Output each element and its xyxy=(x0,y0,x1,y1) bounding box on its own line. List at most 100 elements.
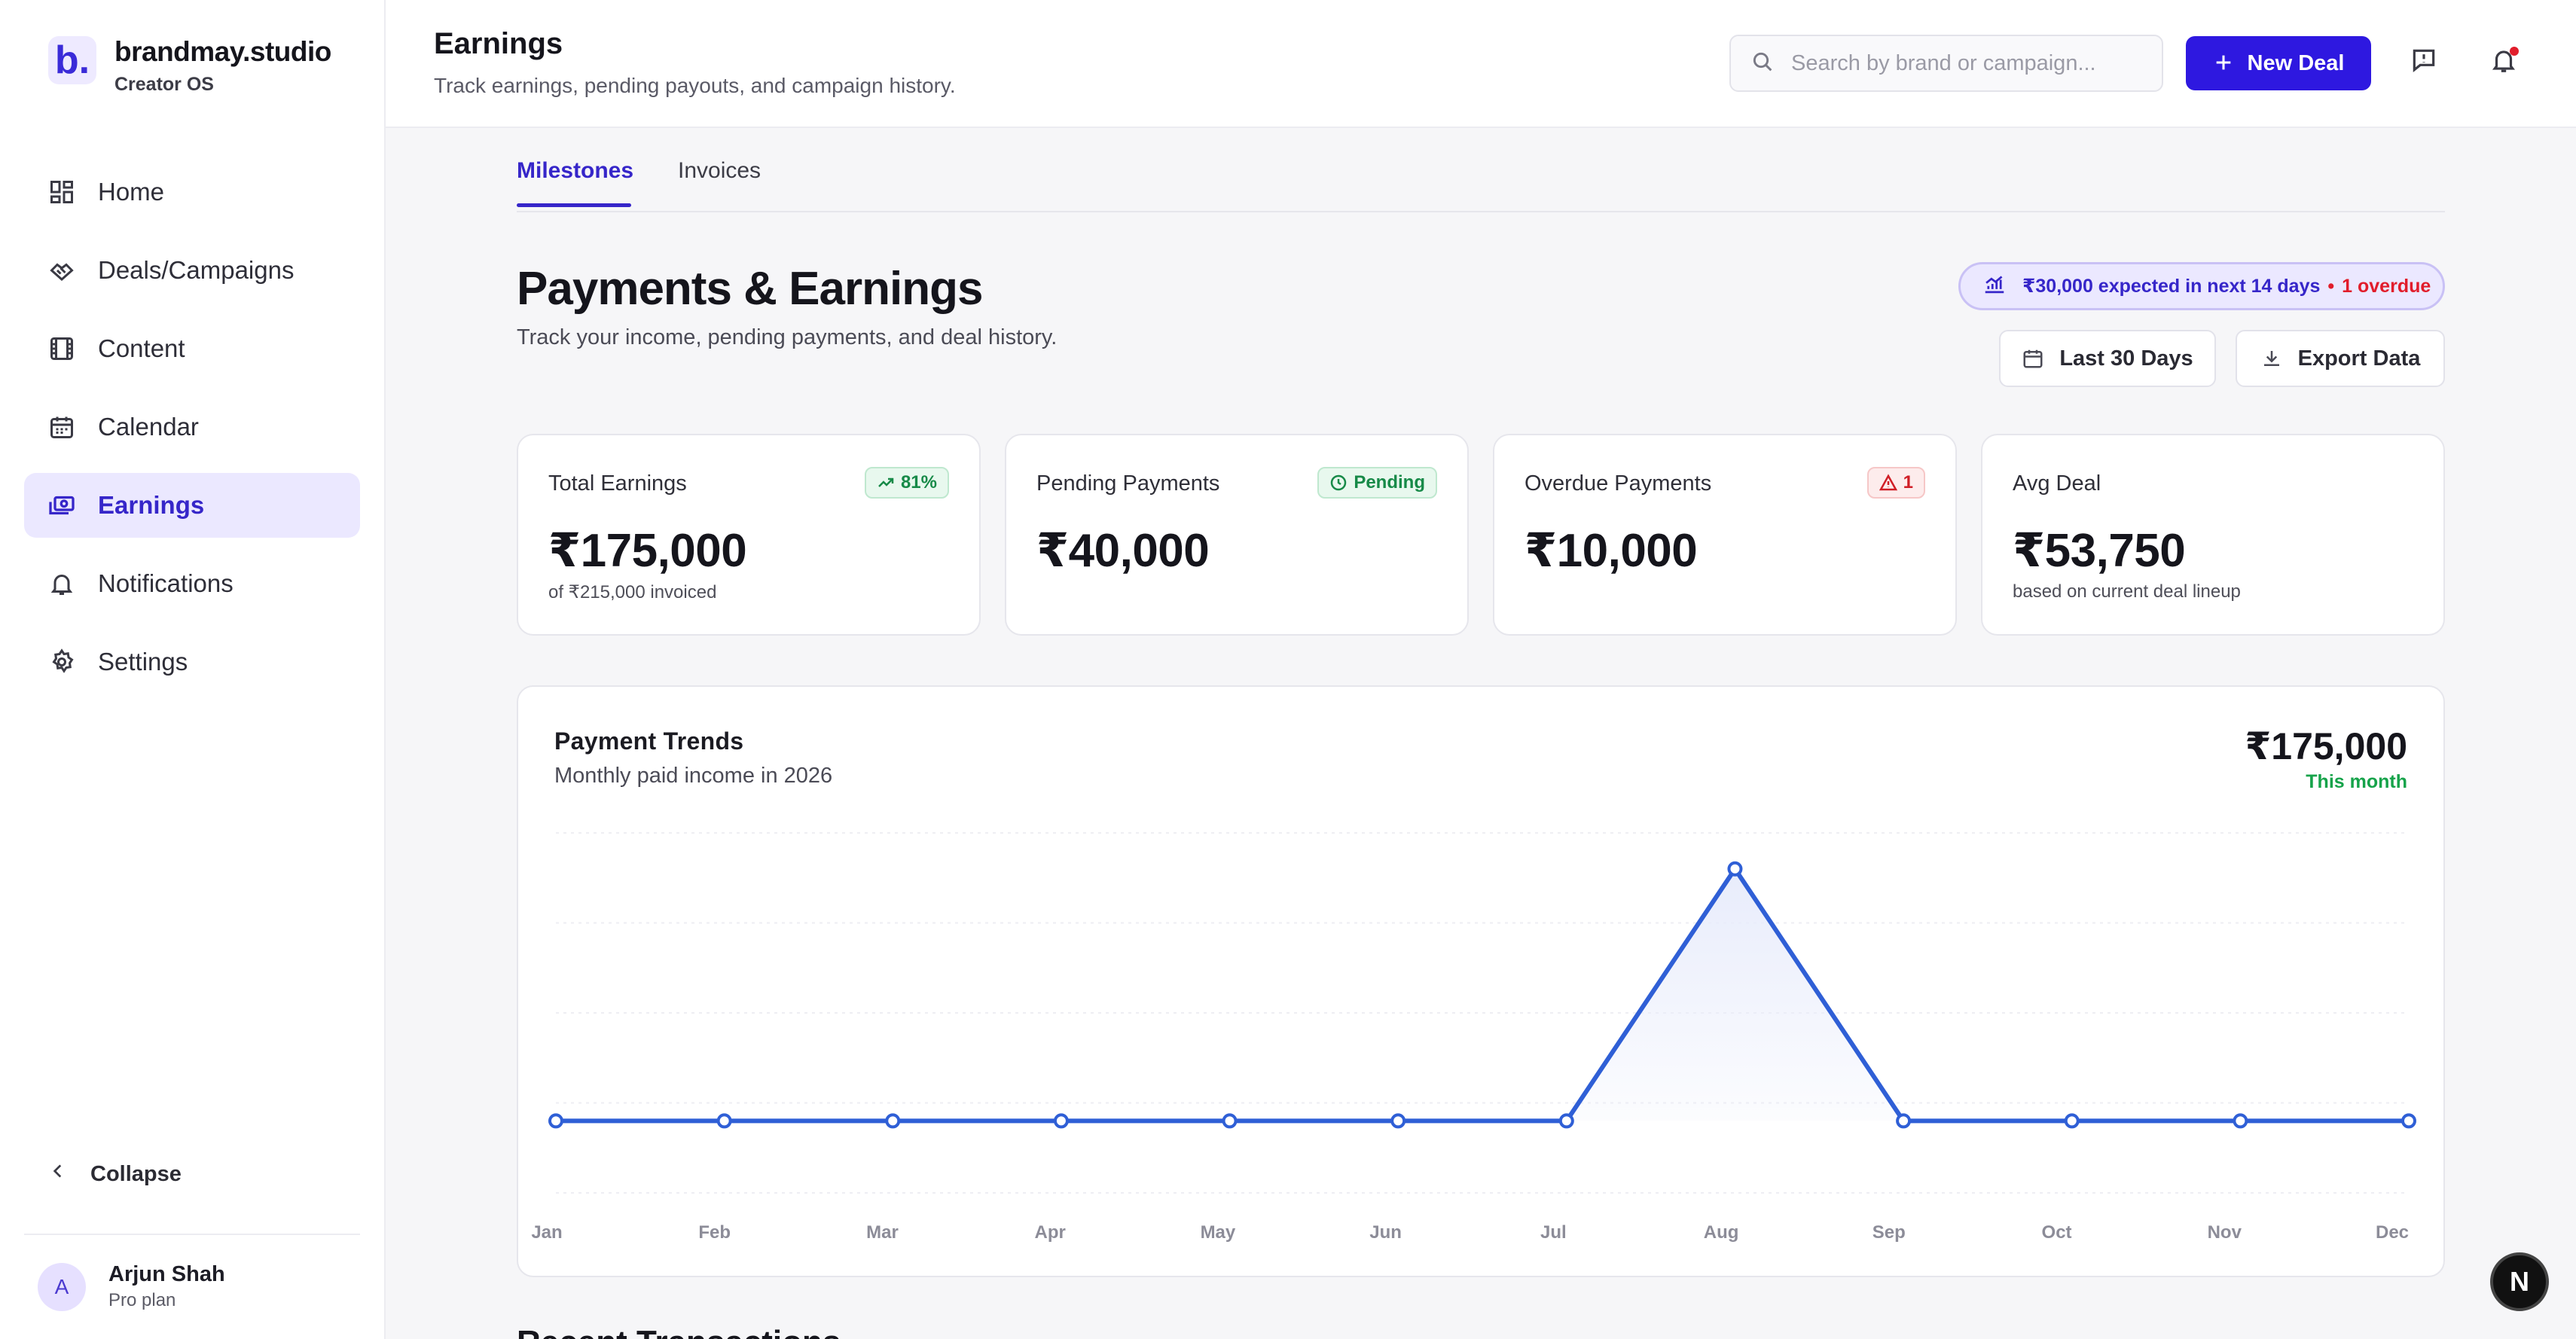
data-point-nov xyxy=(2233,1113,2248,1129)
film-icon xyxy=(48,335,75,362)
bar-chart-icon xyxy=(1982,273,2007,300)
stat-card-pending-payments[interactable]: Pending Payments Pending ₹40,000 xyxy=(1005,434,1469,636)
data-point-jun xyxy=(1390,1113,1406,1129)
data-point-oct xyxy=(2064,1113,2080,1129)
brand[interactable]: b. brandmay.studio Creator OS xyxy=(48,36,331,96)
x-tick-label: Nov xyxy=(2208,1222,2242,1243)
avatar: A xyxy=(38,1262,86,1311)
sidebar: b. brandmay.studio Creator OS Home Deals… xyxy=(0,0,386,1339)
x-tick-label: May xyxy=(1201,1222,1236,1243)
stat-label: Avg Deal xyxy=(2013,471,2101,496)
status-badge: 81% xyxy=(864,467,949,499)
sidebar-item-calendar[interactable]: Calendar xyxy=(24,395,360,459)
dev-tools-badge[interactable]: N xyxy=(2490,1252,2549,1311)
collapse-button[interactable]: Collapse xyxy=(48,1161,182,1187)
x-tick-label: Aug xyxy=(1704,1222,1739,1243)
header-title: Earnings xyxy=(434,27,563,60)
user-name: Arjun Shah xyxy=(108,1262,225,1286)
sidebar-item-home[interactable]: Home xyxy=(24,160,360,224)
sidebar-item-label: Earnings xyxy=(98,491,205,519)
separator-dot: • xyxy=(2327,275,2335,297)
stat-card-overdue-payments[interactable]: Overdue Payments 1 ₹10,000 xyxy=(1493,434,1957,636)
data-point-sep xyxy=(1896,1113,1912,1129)
trend-up-icon xyxy=(878,477,894,487)
chart-title: Payment Trends xyxy=(554,727,744,755)
brand-subtitle: Creator OS xyxy=(114,74,214,95)
brand-name: brandmay.studio xyxy=(114,36,331,67)
data-point-mar xyxy=(885,1113,901,1129)
active-tab-indicator xyxy=(517,203,631,207)
sidebar-item-label: Calendar xyxy=(98,413,199,441)
chevron-left-icon xyxy=(48,1161,68,1187)
sidebar-item-deals[interactable]: Deals/Campaigns xyxy=(24,238,360,303)
stat-note: based on current deal lineup xyxy=(2013,581,2241,602)
collapse-label: Collapse xyxy=(90,1161,182,1186)
download-icon xyxy=(2263,351,2279,366)
sidebar-item-earnings[interactable]: Earnings xyxy=(24,473,360,538)
stat-card-avg-deal[interactable]: Avg Deal ₹53,750 based on current deal l… xyxy=(1981,434,2445,636)
recent-transactions-heading: Recent Transactions xyxy=(517,1324,841,1339)
search-icon xyxy=(1750,50,1775,78)
export-data-button[interactable]: Export Data xyxy=(2236,330,2445,387)
top-header: Earnings Track earnings, pending payouts… xyxy=(386,0,2576,128)
sidebar-item-label: Deals/Campaigns xyxy=(98,256,295,284)
stat-note: of ₹215,000 invoiced xyxy=(548,582,717,602)
tab-milestones[interactable]: Milestones xyxy=(517,158,634,183)
sidebar-item-notifications[interactable]: Notifications xyxy=(24,551,360,616)
search-input[interactable] xyxy=(1791,50,2138,76)
sidebar-item-label: Notifications xyxy=(98,569,233,597)
x-tick-label: Dec xyxy=(2376,1222,2409,1243)
stat-value: ₹53,750 xyxy=(2013,525,2186,577)
stat-card-total-earnings[interactable]: Total Earnings 81% ₹175,000 of ₹215,000 … xyxy=(517,434,981,636)
sidebar-item-settings[interactable]: Settings xyxy=(24,630,360,694)
status-badge: Pending xyxy=(1317,467,1437,499)
x-tick-label: Jun xyxy=(1369,1222,1402,1243)
badge-text: 81% xyxy=(900,472,937,493)
x-tick-label: Mar xyxy=(866,1222,899,1243)
cash-icon xyxy=(48,492,75,519)
payment-trends-chart: Jan Feb Mar Apr May Jun Jul Aug Sep Oct Nov Dec xyxy=(531,832,2416,1243)
search-box[interactable] xyxy=(1729,35,2163,92)
grid-icon xyxy=(48,178,75,206)
calendar-icon xyxy=(2023,349,2043,368)
data-point-aug xyxy=(1727,861,1743,877)
expected-payments-pill[interactable]: ₹30,000 expected in next 14 days • 1 ove… xyxy=(1958,262,2445,310)
data-point-jan xyxy=(548,1113,563,1129)
sidebar-item-label: Home xyxy=(98,178,165,206)
header-subtitle: Track earnings, pending payouts, and cam… xyxy=(434,74,956,97)
notifications-button[interactable] xyxy=(2487,45,2520,78)
stat-value: ₹175,000 xyxy=(548,525,747,577)
x-tick-label: Jul xyxy=(1540,1222,1567,1243)
stat-label: Pending Payments xyxy=(1036,471,1220,496)
tab-invoices[interactable]: Invoices xyxy=(678,158,762,183)
sidebar-item-content[interactable]: Content xyxy=(24,316,360,381)
x-tick-label: Oct xyxy=(2042,1222,2072,1243)
new-deal-button[interactable]: New Deal xyxy=(2186,36,2371,90)
user-profile[interactable]: A Arjun Shah Pro plan xyxy=(38,1262,225,1311)
stat-label: Overdue Payments xyxy=(1525,471,1712,496)
alert-triangle-icon xyxy=(1879,474,1897,491)
x-tick-label: Feb xyxy=(698,1222,731,1243)
data-point-dec xyxy=(2401,1113,2416,1129)
stat-label: Total Earnings xyxy=(548,471,687,496)
bell-icon xyxy=(2489,46,2518,78)
handshake-icon xyxy=(48,257,75,284)
feedback-button[interactable] xyxy=(2407,45,2440,78)
date-range-button[interactable]: Last 30 Days xyxy=(1999,330,2216,387)
chart-total-note: This month xyxy=(2306,771,2407,792)
new-deal-label: New Deal xyxy=(2247,50,2345,75)
series-area xyxy=(556,868,2409,1121)
sidebar-item-label: Content xyxy=(98,334,185,362)
divider xyxy=(24,1234,360,1235)
stat-value: ₹10,000 xyxy=(1525,525,1698,577)
page-subtitle: Track your income, pending payments, and… xyxy=(517,325,1058,349)
tabs: Milestones Invoices xyxy=(517,154,2445,212)
payment-trends-card: Jan Feb Mar Apr May Jun Jul Aug Sep Oct Nov Dec Pay… xyxy=(517,685,2445,1277)
plus-icon xyxy=(2213,48,2234,78)
bell-icon xyxy=(48,570,75,597)
series-line xyxy=(556,866,2409,1124)
expected-text: ₹30,000 expected in next 14 days xyxy=(2022,276,2321,297)
overdue-text: 1 overdue xyxy=(2342,275,2431,297)
x-tick-label: Sep xyxy=(1872,1222,1906,1243)
gear-icon xyxy=(48,648,75,676)
